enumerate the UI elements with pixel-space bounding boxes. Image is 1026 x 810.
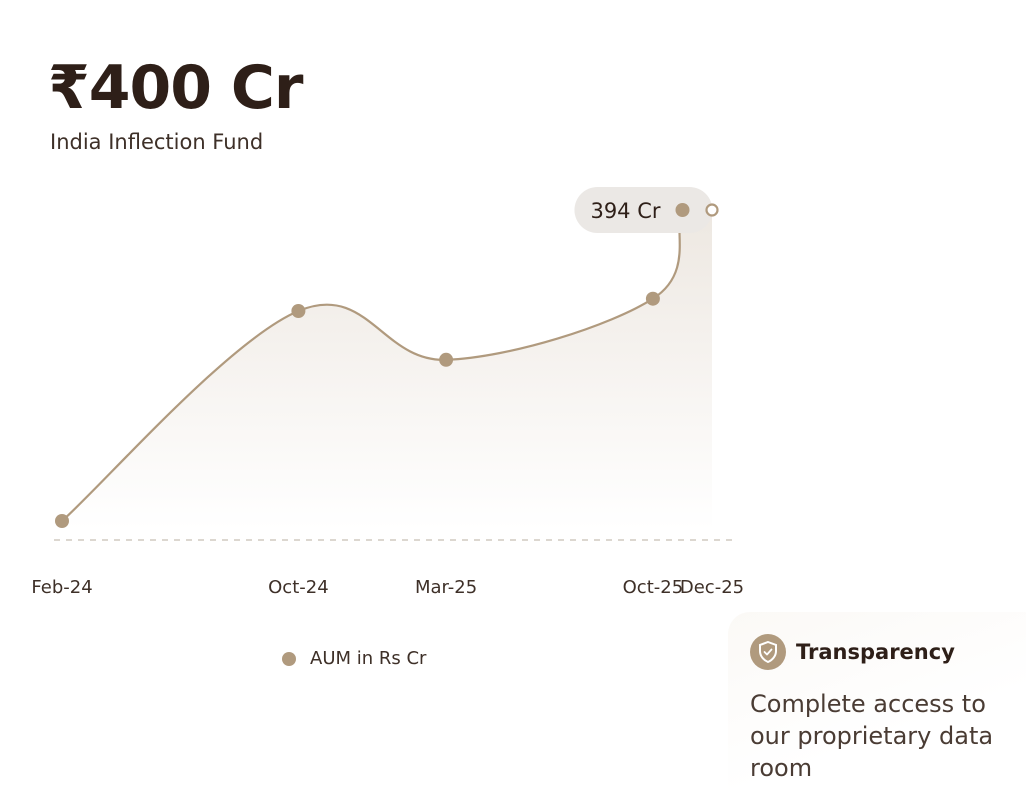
- callout-label: 394 Cr: [590, 199, 660, 223]
- chart-legend: AUM in Rs Cr: [282, 648, 426, 669]
- card-body: Complete access to our proprietary data …: [750, 690, 994, 782]
- callout-background: [574, 187, 713, 233]
- area-fill: [62, 202, 712, 530]
- card-header: Transparency: [750, 634, 955, 670]
- transparency-card: Transparency Complete access to our prop…: [728, 612, 1026, 810]
- data-point-nov-25: [675, 203, 690, 217]
- fund-name: India Inflection Fund: [50, 130, 264, 154]
- x-tick-oct-25: Oct-25: [623, 577, 684, 598]
- data-point-feb-24: [55, 514, 69, 528]
- legend-marker: [282, 651, 296, 666]
- data-point-dec-25: [705, 203, 719, 217]
- card-title: Transparency: [796, 640, 955, 664]
- x-tick-dec-25: Dec-25: [680, 577, 744, 598]
- shield-check-icon: [750, 634, 786, 670]
- data-point-mar-25: [439, 352, 454, 367]
- data-point-oct-24: [291, 304, 306, 318]
- data-point-oct-25: [645, 291, 660, 306]
- value-callout: 394 Cr: [574, 187, 713, 233]
- x-tick-feb-24: Feb-24: [31, 577, 92, 598]
- fund-size-headline: ₹400 Cr: [48, 53, 304, 123]
- x-tick-mar-25: Mar-25: [415, 577, 477, 598]
- x-tick-oct-24: Oct-24: [268, 577, 329, 598]
- legend-label: AUM in Rs Cr: [310, 648, 427, 669]
